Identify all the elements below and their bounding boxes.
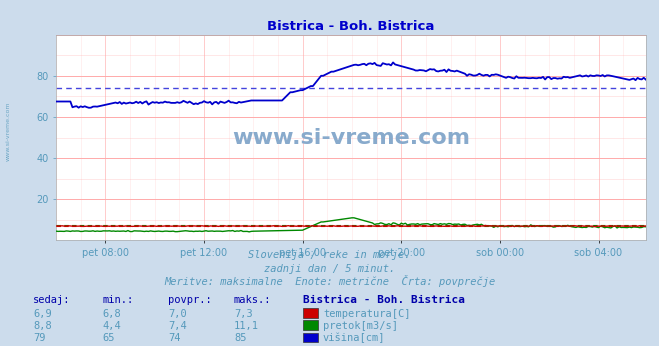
Text: 8,8: 8,8 (33, 321, 51, 331)
Title: Bistrica - Boh. Bistrica: Bistrica - Boh. Bistrica (268, 20, 434, 34)
Text: 85: 85 (234, 333, 246, 343)
Text: 7,0: 7,0 (168, 309, 186, 319)
Text: Meritve: maksimalne  Enote: metrične  Črta: povprečje: Meritve: maksimalne Enote: metrične Črta… (164, 275, 495, 288)
Text: temperatura[C]: temperatura[C] (323, 309, 411, 319)
Text: Bistrica - Boh. Bistrica: Bistrica - Boh. Bistrica (303, 295, 465, 305)
Text: 7,3: 7,3 (234, 309, 252, 319)
Text: 11,1: 11,1 (234, 321, 259, 331)
Text: povpr.:: povpr.: (168, 295, 212, 305)
Text: 74: 74 (168, 333, 181, 343)
Text: 79: 79 (33, 333, 45, 343)
Text: www.si-vreme.com: www.si-vreme.com (232, 128, 470, 147)
Text: 65: 65 (102, 333, 115, 343)
Text: višina[cm]: višina[cm] (323, 333, 386, 343)
Text: www.si-vreme.com: www.si-vreme.com (5, 102, 11, 161)
Text: min.:: min.: (102, 295, 133, 305)
Text: 6,8: 6,8 (102, 309, 121, 319)
Text: 7,4: 7,4 (168, 321, 186, 331)
Text: maks.:: maks.: (234, 295, 272, 305)
Text: 6,9: 6,9 (33, 309, 51, 319)
Text: pretok[m3/s]: pretok[m3/s] (323, 321, 398, 331)
Text: sedaj:: sedaj: (33, 295, 71, 305)
Text: zadnji dan / 5 minut.: zadnji dan / 5 minut. (264, 264, 395, 274)
Text: Slovenija / reke in morje.: Slovenija / reke in morje. (248, 250, 411, 260)
Text: 4,4: 4,4 (102, 321, 121, 331)
